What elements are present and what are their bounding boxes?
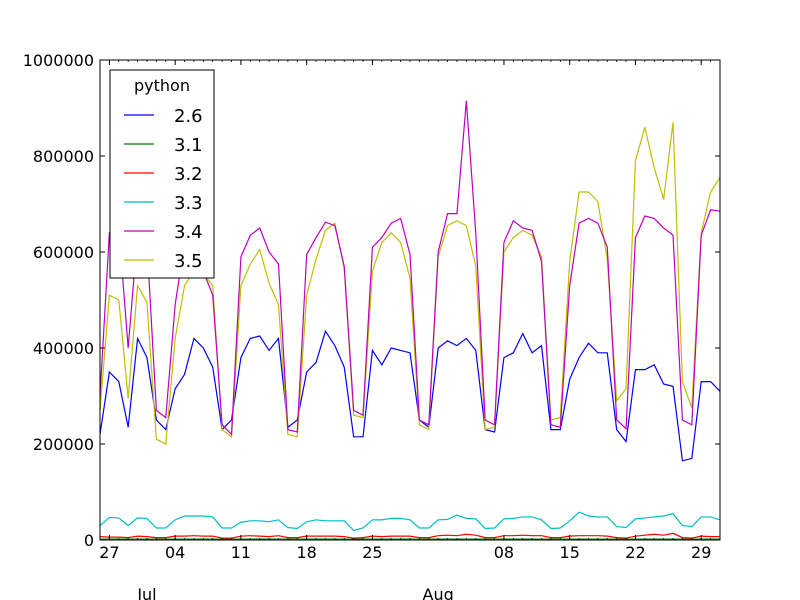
x-tick-label: 22 [625,543,645,562]
legend-label-3-3: 3.3 [174,193,203,214]
series-line-2-6 [100,329,720,462]
x-tick-label: 27 [99,543,119,562]
legend-title: python [134,76,190,95]
legend: python 2.6 3.1 3.2 3.3 3.4 3.5 [109,69,215,279]
y-tick-label: 800000 [33,147,94,166]
x-tick-label: 15 [560,543,580,562]
y-tick-label: 600000 [33,243,94,262]
y-tick-label: 200000 [33,435,94,454]
series-line-3-3 [100,511,720,532]
x-tick-label: 08 [494,543,514,562]
legend-label-3-5: 3.5 [174,251,203,272]
x-month-label: Aug [423,585,454,600]
x-month-label: Jul [136,585,156,600]
tick-labels: 0 200000 400000 600000 800000 1000000 27 04 11 18… [23,51,712,600]
y-tick-label: 400000 [33,339,94,358]
axes [99,59,721,541]
legend-box [109,69,215,279]
y-tick-label: 0 [84,531,94,550]
legend-label-3-4: 3.4 [174,222,203,243]
legend-label-2-6: 2.6 [174,106,203,127]
legend-label-3-1: 3.1 [174,135,203,156]
legend-label-3-2: 3.2 [174,164,203,185]
x-tick-label: 29 [691,543,711,562]
x-tick-label: 25 [362,543,382,562]
x-tick-label: 18 [296,543,316,562]
x-tick-label: 11 [231,543,251,562]
series-line-3-2 [100,532,720,539]
x-tick-label: 04 [165,543,185,562]
y-tick-label: 1000000 [23,51,94,70]
